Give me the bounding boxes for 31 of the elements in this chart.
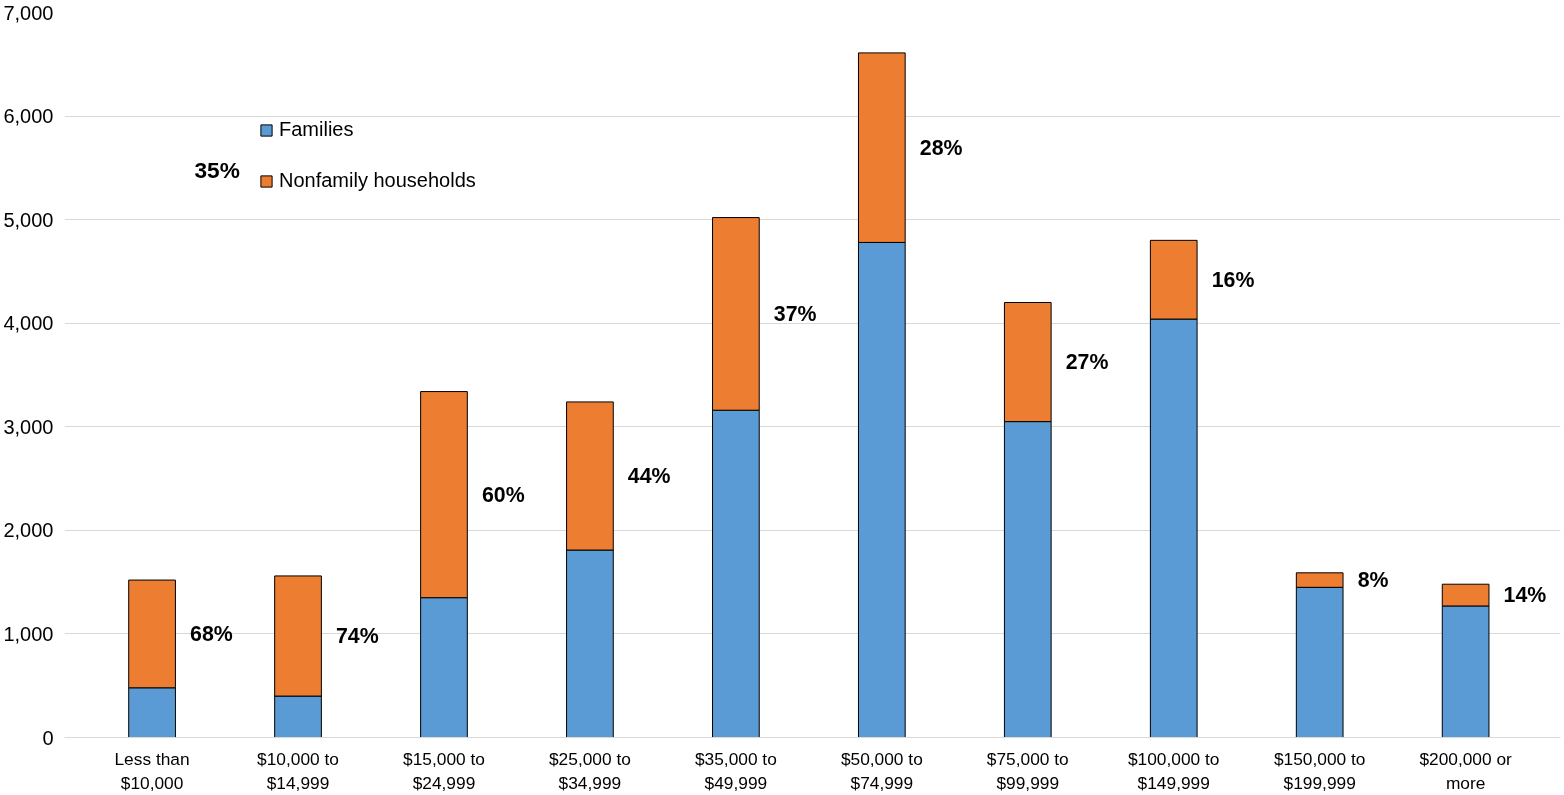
annotation: 68%	[190, 621, 233, 646]
y-tick-label: 1,000	[3, 622, 54, 645]
annotation: 16%	[1211, 267, 1255, 292]
legend-label: Families	[279, 118, 354, 141]
annotation: 27%	[1065, 350, 1109, 375]
y-tick-label: 2,000	[3, 519, 54, 542]
y-tick-label: 0	[42, 726, 54, 749]
annotation: 74%	[335, 624, 379, 648]
x-tick-label: $100,000 to $149,999	[1127, 748, 1220, 793]
x-tick-label: $35,000 to $49,999	[694, 748, 777, 793]
y-tick-label: 5,000	[3, 208, 54, 231]
y-tick-label: 3,000	[3, 415, 54, 438]
annotation: 60%	[481, 482, 525, 507]
x-tick-label: $15,000 to $24,999	[403, 748, 485, 793]
x-tick-label: $50,000 to $74,999	[840, 748, 923, 793]
annotation: 14%	[1503, 583, 1547, 608]
x-tick-label: $10,000 to $14,999	[257, 748, 339, 793]
y-tick-label: 6,000	[3, 105, 54, 128]
annotation: 35%	[194, 156, 240, 183]
y-tick-label: 4,000	[3, 312, 54, 335]
annotation: 28%	[919, 135, 963, 160]
annotation: 44%	[627, 463, 671, 488]
x-tick-label: $25,000 to $34,999	[548, 748, 631, 793]
x-tick-label: $150,000 to $199,999	[1273, 748, 1366, 793]
legend-label: Nonfamily households	[279, 169, 476, 192]
y-tick-label: 7,000	[3, 1, 54, 24]
x-tick-label: Less than $10,000	[114, 748, 190, 793]
x-tick-label: $75,000 to $99,999	[986, 748, 1069, 793]
annotation: 8%	[1357, 568, 1389, 593]
annotation: 37%	[773, 301, 817, 326]
x-tick-label: $200,000 or more	[1419, 748, 1513, 793]
